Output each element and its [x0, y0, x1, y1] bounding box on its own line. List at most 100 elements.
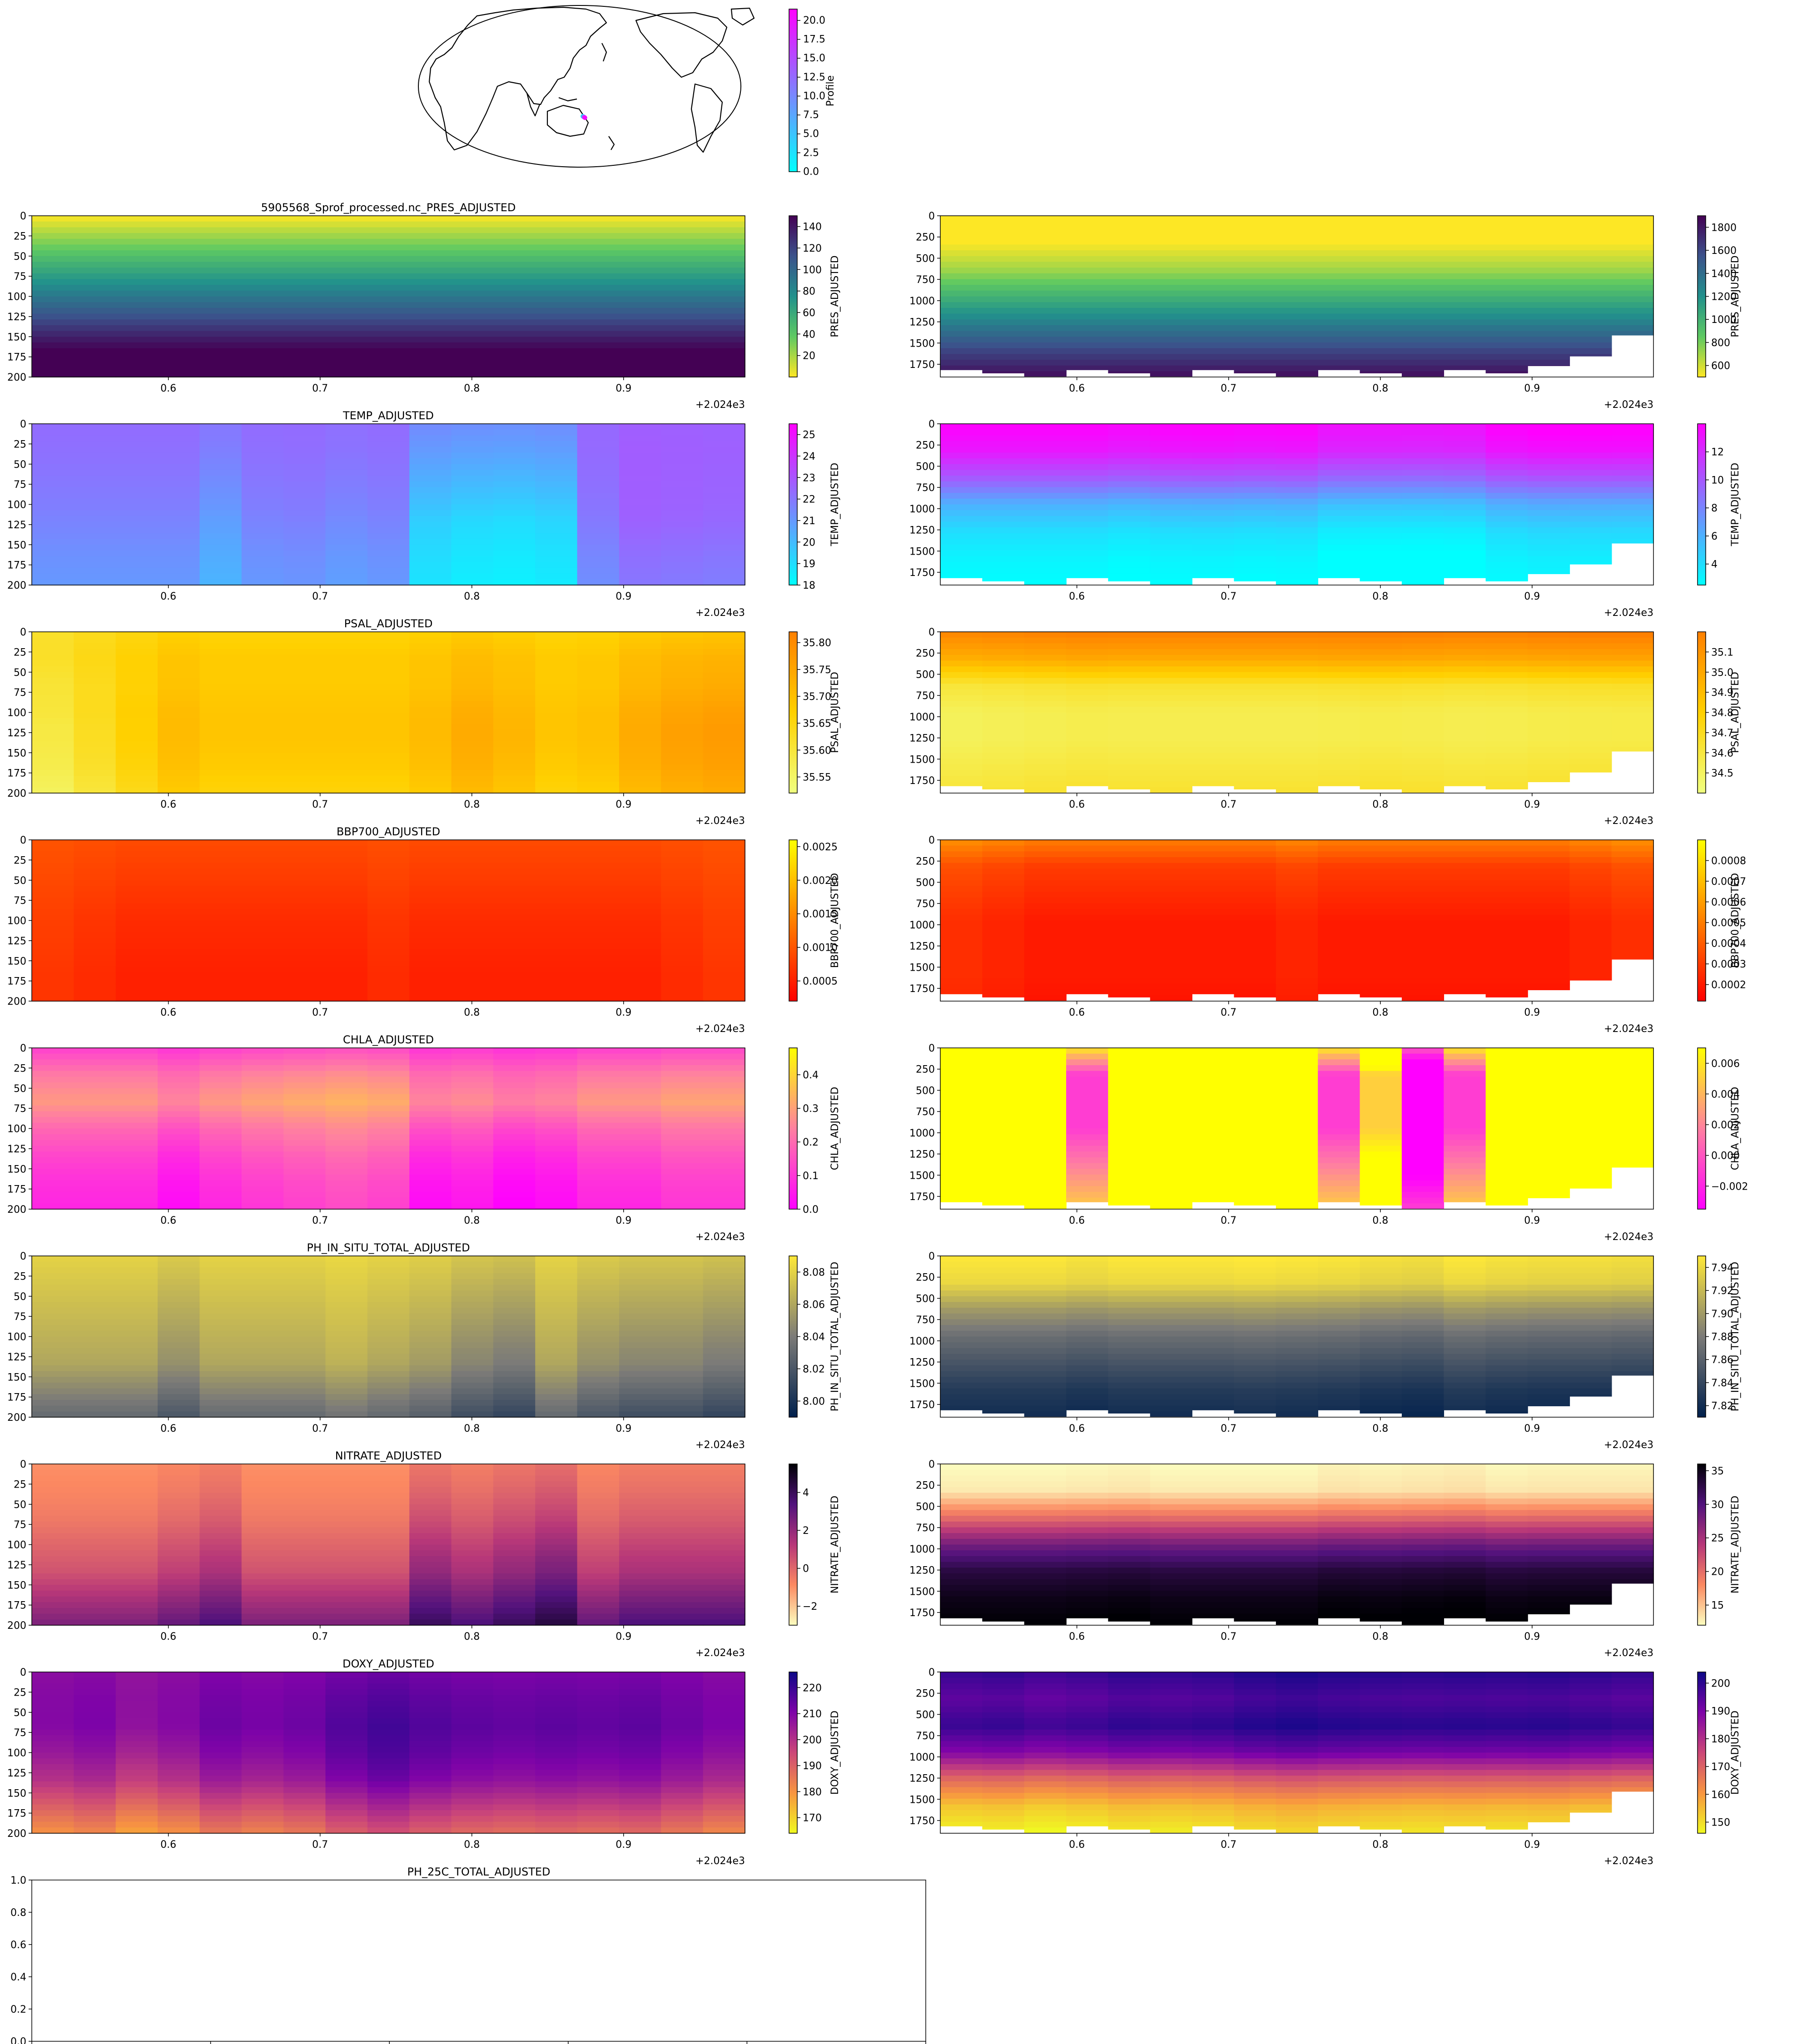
heatmap-cell [1024, 539, 1067, 545]
heatmap-cell [325, 1186, 367, 1192]
heatmap-cell [74, 1319, 116, 1325]
heatmap-cell [1486, 638, 1528, 644]
heatmap-cell [158, 972, 200, 978]
heatmap-cell [74, 632, 116, 638]
heatmap-cell [493, 273, 536, 279]
heatmap-cell [577, 222, 620, 228]
heatmap-cell [116, 863, 158, 869]
heatmap-cell [577, 1151, 620, 1157]
heatmap-cell [661, 776, 703, 782]
heatmap-cell [325, 701, 367, 707]
x-offset-label: +2.024e3 [695, 815, 745, 827]
heatmap-cell [1360, 707, 1402, 713]
heatmap-cell [1318, 354, 1360, 360]
heatmap-cell [283, 741, 326, 747]
heatmap-cell [283, 539, 326, 545]
heatmap-cell [577, 1146, 620, 1152]
heatmap-cell [940, 291, 983, 297]
heatmap-cell [1318, 331, 1360, 337]
heatmap-cell [1486, 441, 1528, 447]
heatmap-cell [1234, 510, 1276, 516]
heatmap-cell [1234, 233, 1276, 239]
heatmap-cell [1276, 1181, 1318, 1186]
heatmap-cell [1024, 874, 1067, 880]
heatmap-cell [1108, 764, 1150, 770]
colorbar-label: TEMP_ADJUSTED [829, 463, 841, 546]
heatmap-cell [1192, 984, 1234, 990]
heatmap-cell [367, 1065, 410, 1071]
heatmap-cell [661, 366, 703, 372]
heatmap-cell [493, 366, 536, 372]
heatmap-cell [1318, 1077, 1360, 1082]
heatmap-cell [283, 863, 326, 869]
heatmap-cell [1612, 898, 1654, 903]
heatmap-cell [577, 938, 620, 944]
heatmap-cell [409, 655, 452, 661]
heatmap-cell [1486, 1111, 1528, 1117]
heatmap-cell [116, 539, 158, 545]
heatmap-cell [493, 984, 536, 990]
heatmap-cell [158, 476, 200, 481]
heatmap-cell [493, 638, 536, 644]
heatmap-cell [493, 1129, 536, 1135]
heatmap-cell [703, 516, 745, 522]
heatmap-cell [367, 476, 410, 481]
heatmap-cell [158, 995, 200, 1001]
heatmap-cell [1360, 262, 1402, 268]
heatmap-cell [452, 568, 494, 574]
heatmap-cell [619, 522, 661, 528]
heatmap-cell [1486, 967, 1528, 972]
heatmap-cell [1192, 1123, 1234, 1129]
heatmap-cell [982, 1048, 1024, 1054]
heatmap-cell [283, 868, 326, 874]
heatmap-cell [325, 753, 367, 759]
heatmap-cell [158, 764, 200, 770]
heatmap-cell [703, 244, 745, 250]
heatmap-cell [409, 921, 452, 927]
heatmap-cell [1108, 1203, 1150, 1206]
heatmap-cell [661, 718, 703, 724]
colorbar [789, 216, 797, 377]
heatmap-cell [158, 707, 200, 713]
heatmap-cell [116, 1151, 158, 1157]
heatmap-cell [158, 943, 200, 949]
heatmap-cell [1150, 371, 1192, 377]
heatmap-cell [1192, 452, 1234, 458]
heatmap-cell [619, 510, 661, 516]
heatmap-cell [1192, 262, 1234, 268]
heatmap-cell [1276, 1054, 1318, 1060]
heatmap-cell [409, 840, 452, 846]
heatmap-cell [1360, 1100, 1402, 1106]
heatmap-cell [1486, 319, 1528, 325]
heatmap-cell [1444, 718, 1486, 724]
heatmap-cell [703, 487, 745, 493]
heatmap-cell [940, 545, 983, 551]
heatmap-cell [1360, 678, 1402, 684]
heatmap-cell [535, 1048, 577, 1054]
heatmap-cell [1486, 678, 1528, 684]
heatmap-cell [619, 874, 661, 880]
colorbar-tick-label: 1800 [1711, 222, 1737, 233]
heatmap-cell [1528, 678, 1570, 684]
heatmap-cell [535, 441, 577, 447]
heatmap-cell [452, 701, 494, 707]
heatmap-cell [940, 1192, 983, 1198]
heatmap-cell [74, 638, 116, 644]
heatmap-cell [1234, 1175, 1276, 1181]
heatmap-cell [1612, 846, 1654, 852]
heatmap-cell [1486, 447, 1528, 453]
heatmap-cell [1402, 868, 1444, 874]
heatmap-cell [1402, 481, 1444, 487]
heatmap-cell [661, 452, 703, 458]
heatmap-cell [325, 1117, 367, 1123]
heatmap-cell [1612, 268, 1654, 273]
heatmap-cell [1108, 222, 1150, 228]
heatmap-cell [32, 256, 74, 262]
heatmap-cell [1612, 724, 1654, 730]
heatmap-cell [74, 1140, 116, 1146]
heatmap-cell [409, 1181, 452, 1186]
heatmap-cell [1402, 903, 1444, 909]
heatmap-cell [367, 1077, 410, 1082]
heatmap-cell [452, 1181, 494, 1186]
